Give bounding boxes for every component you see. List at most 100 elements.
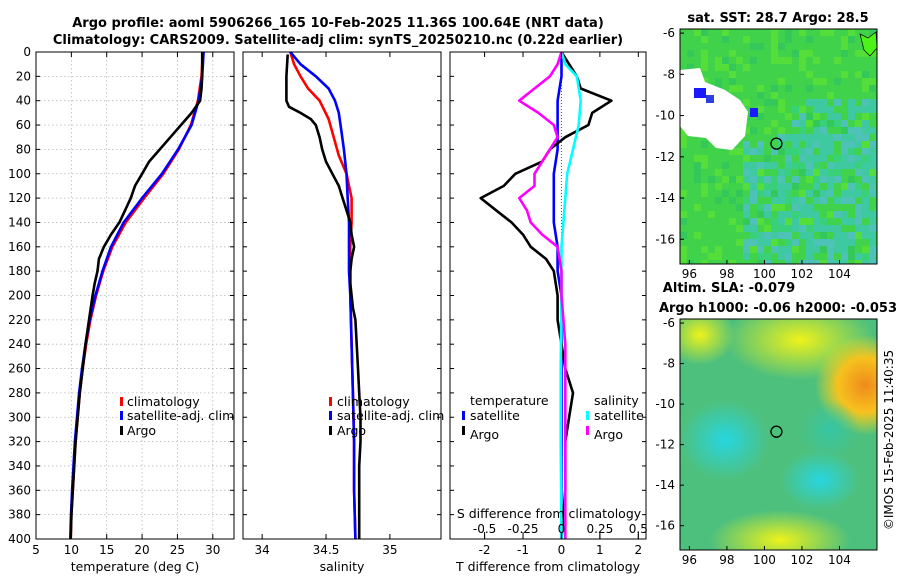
- sst-cell: [694, 155, 701, 162]
- sst-cell: [729, 218, 736, 225]
- x-tick-label: 35: [382, 543, 397, 557]
- sst-cell: [841, 134, 848, 141]
- sst-cell: [855, 260, 862, 264]
- x-tick-label: 0: [558, 543, 566, 557]
- sst-cell: [764, 99, 771, 106]
- sst-cell: [813, 197, 820, 204]
- map-x-tick-label: 98: [719, 267, 734, 281]
- sst-cell: [701, 141, 708, 148]
- sst-cell: [848, 218, 855, 225]
- map-x-tick-label: 102: [790, 267, 813, 281]
- s-diff-ticks: -0.5 -0.25 0 0.25 0.5: [473, 522, 648, 539]
- sst-cell: [799, 29, 806, 36]
- sst-cell: [743, 211, 750, 218]
- sst-cell: [764, 190, 771, 197]
- sst-cell: [848, 246, 855, 253]
- sst-cell: [806, 211, 813, 218]
- sst-cell: [806, 218, 813, 225]
- sst-cell: [743, 239, 750, 246]
- sst-cell: [771, 99, 778, 106]
- x-tick-label: 34.5: [313, 543, 340, 557]
- sst-cell: [820, 176, 827, 183]
- depth-tick-label: 40: [16, 94, 31, 108]
- sst-cell: [848, 134, 855, 141]
- salinity-xlabel: salinity: [320, 559, 365, 574]
- sst-cell: [820, 78, 827, 85]
- sst-cell: [841, 127, 848, 134]
- sst-cell: [785, 246, 792, 253]
- sst-cell: [785, 169, 792, 176]
- sst-cell: [743, 176, 750, 183]
- sst-cell: [806, 85, 813, 92]
- sst-cell: [722, 57, 729, 64]
- sst-cell: [806, 260, 813, 264]
- sst-cell: [687, 260, 694, 264]
- sst-cell: [722, 176, 729, 183]
- sst-cell: [799, 225, 806, 232]
- sst-cell: [834, 225, 841, 232]
- sst-cell: [736, 57, 743, 64]
- sst-cell: [792, 183, 799, 190]
- depth-tick-label: 260: [8, 362, 31, 376]
- sst-cell: [764, 204, 771, 211]
- sst-cell: [750, 127, 757, 134]
- sst-cell: [855, 162, 862, 169]
- map-y-tick-label: -6: [663, 316, 675, 330]
- sst-cell: [799, 50, 806, 57]
- sst-cell: [827, 176, 834, 183]
- sst-cell: [813, 78, 820, 85]
- sst-cell: [869, 260, 876, 264]
- map-y-tick-label: -8: [663, 67, 675, 81]
- legend-swatch-argo: [329, 426, 332, 435]
- sst-cell: [785, 239, 792, 246]
- sst-cell: [834, 260, 841, 264]
- depth-tick-label: 200: [8, 289, 31, 303]
- sst-cell: [862, 176, 869, 183]
- sst-cell: [736, 85, 743, 92]
- sst-cell: [862, 148, 869, 155]
- sst-cell: [862, 169, 869, 176]
- sst-cell: [680, 127, 687, 134]
- sst-cell: [855, 225, 862, 232]
- sst-cell: [785, 85, 792, 92]
- sst-cell: [806, 113, 813, 120]
- map-y-tick-label: -16: [655, 519, 675, 533]
- sst-cell: [841, 43, 848, 50]
- sst-cell: [785, 183, 792, 190]
- sst-cell: [701, 183, 708, 190]
- sst-cell: [785, 253, 792, 260]
- sla-subtitle: Argo h1000: -0.06 h2000: -0.053: [659, 301, 897, 316]
- sst-cell: [820, 134, 827, 141]
- sst-cell: [862, 260, 869, 264]
- sst-cell: [813, 246, 820, 253]
- sst-cell: [743, 197, 750, 204]
- sst-cell: [848, 253, 855, 260]
- sst-cell: [757, 92, 764, 99]
- sst-cell: [736, 239, 743, 246]
- sst-cell: [841, 141, 848, 148]
- depth-ticks: 0 20 40 60 80 100 120 140 160 180 200 220 240 260 280 3…: [8, 45, 31, 546]
- sst-cell: [813, 127, 820, 134]
- sst-cell: [869, 253, 876, 260]
- sst-cell: [869, 141, 876, 148]
- sst-cell: [771, 176, 778, 183]
- sst-cell: [701, 260, 708, 264]
- sst-cell: [757, 85, 764, 92]
- sst-cell: [834, 176, 841, 183]
- sst-cell: [862, 155, 869, 162]
- sst-cell: [799, 211, 806, 218]
- sst-cell: [869, 127, 876, 134]
- depth-tick-label: 400: [8, 532, 31, 546]
- sst-cell: [694, 232, 701, 239]
- sst-cell: [680, 260, 687, 264]
- sst-cell: [757, 43, 764, 50]
- map-x-tick-label: 96: [682, 267, 697, 281]
- sst-cell: [820, 239, 827, 246]
- sst-cell: [806, 155, 813, 162]
- sst-cell: [743, 183, 750, 190]
- sst-cell: [799, 204, 806, 211]
- sst-cell: [848, 29, 855, 36]
- sst-cell: [841, 246, 848, 253]
- difference-legend: temperature satellite Argo salinity sate…: [462, 393, 644, 442]
- sst-cell: [792, 141, 799, 148]
